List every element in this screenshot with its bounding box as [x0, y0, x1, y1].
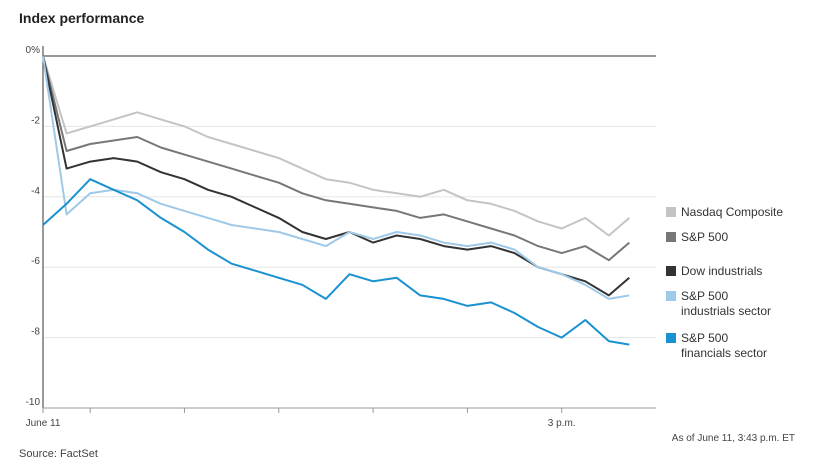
series-line [42, 55, 630, 237]
chart-title: Index performance [19, 10, 145, 26]
series-line [42, 55, 630, 300]
source-note: Source: FactSet [19, 448, 98, 460]
y-tick-label: -6 [31, 256, 40, 267]
legend-label: S&P 500 industrials sector [681, 289, 771, 318]
timestamp-note: As of June 11, 3:43 p.m. ET [671, 433, 795, 444]
series-line [42, 55, 630, 297]
x-axis: June 11 3 p.m. [26, 407, 656, 429]
legend-swatch [666, 291, 676, 301]
legend-label: S&P 500 [681, 230, 728, 244]
legend-label: S&P 500 financials sector [681, 331, 767, 360]
legend-swatch [666, 266, 676, 276]
legend: Nasdaq Composite S&P 500 Dow industrials S&… [666, 205, 783, 360]
y-tick-label: -4 [31, 186, 40, 197]
x-tick-label: June 11 [26, 418, 61, 429]
y-tick-label: -2 [31, 115, 40, 126]
legend-label: Nasdaq Composite [681, 205, 783, 219]
series-lines [42, 55, 630, 346]
series-line [42, 178, 630, 346]
series-line [42, 55, 630, 262]
legend-label: Dow industrials [681, 264, 762, 278]
legend-swatch [666, 207, 676, 217]
legend-swatch [666, 232, 676, 242]
gridlines [43, 55, 656, 409]
y-tick-label: 0% [26, 45, 41, 56]
x-tick-label: 3 p.m. [548, 418, 576, 429]
legend-swatch [666, 333, 676, 343]
y-tick-label: -8 [31, 327, 40, 338]
y-axis: 0% -2 -4 -6 -8 -10 [26, 45, 44, 408]
y-tick-label: -10 [26, 397, 41, 408]
